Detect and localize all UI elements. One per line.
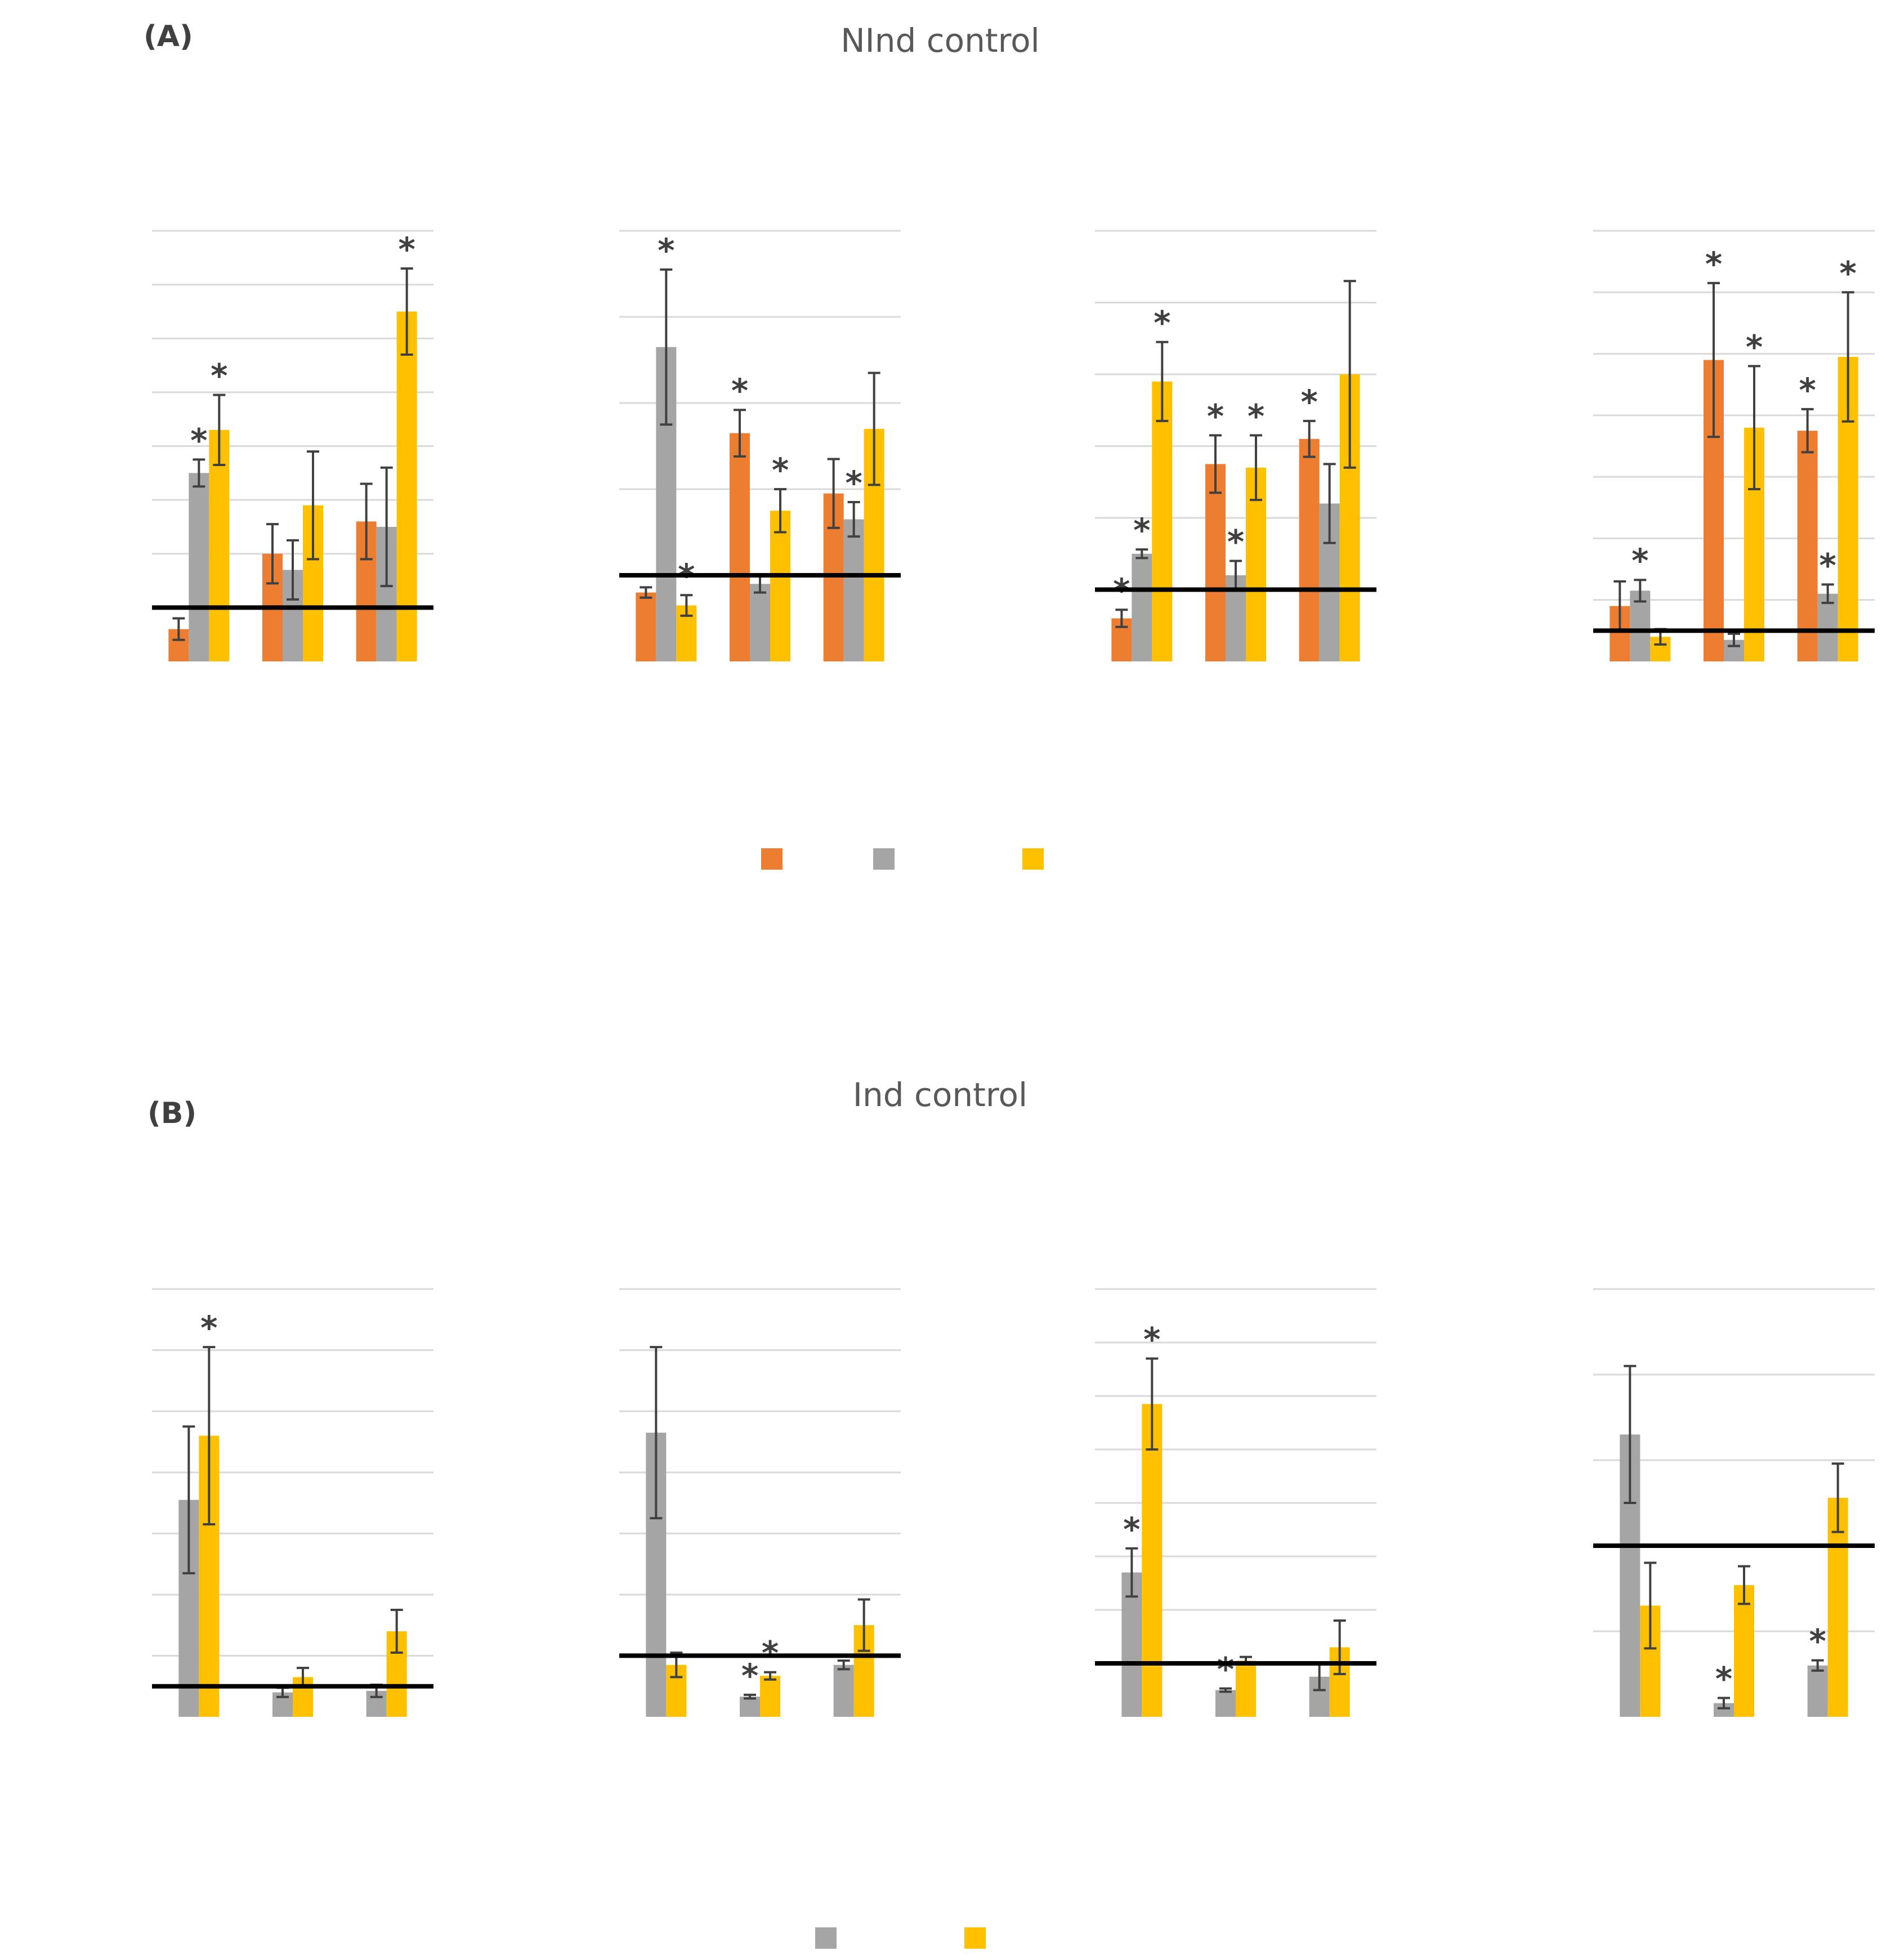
- bar-ind-plus-a-day-1: [1142, 1404, 1163, 1717]
- significance-star: *: [1207, 397, 1224, 435]
- panel-a-tag: (A): [144, 20, 193, 53]
- legend-swatch: [873, 848, 895, 870]
- bar-ind-plus-s-day-7: [843, 519, 864, 661]
- charts-layer: *****************************: [152, 230, 1875, 1717]
- significance-star: *: [190, 421, 207, 459]
- bar-ind-plus-s-day-4: [1215, 1690, 1236, 1717]
- legend-panel-b: [815, 1927, 986, 1949]
- bar-ind-plus-a-day-4: [770, 511, 790, 661]
- bar-ind-day-7: [1797, 431, 1818, 661]
- significance-star: *: [1154, 304, 1170, 342]
- legend-swatch: [1022, 848, 1044, 870]
- significance-star: *: [1809, 1622, 1826, 1661]
- bar-ind-plus-s-day-7: [1817, 593, 1838, 661]
- chart-a-4: * * * * * *: [1593, 230, 1875, 661]
- significance-star: *: [1143, 1321, 1160, 1359]
- legend-swatch: [964, 1927, 986, 1949]
- chart-a-1: ***: [152, 230, 433, 661]
- significance-star: *: [762, 1634, 779, 1672]
- bar-ind-plus-s-day-4: [740, 1697, 760, 1717]
- chart-b-3: * * *: [1095, 1288, 1376, 1717]
- significance-star: *: [1631, 542, 1648, 580]
- chart-b-2: **: [619, 1288, 901, 1717]
- chart-b-4: **: [1593, 1288, 1875, 1717]
- bar-ind-day-4: [730, 433, 750, 661]
- significance-star: *: [731, 372, 748, 410]
- significance-star: *: [1715, 1660, 1732, 1698]
- bar-ind-plus-a-day-4: [1236, 1661, 1256, 1717]
- significance-star: *: [1133, 511, 1150, 549]
- legend-swatch: [815, 1927, 837, 1949]
- bar-ind-plus-s-day-7: [1807, 1665, 1828, 1717]
- significance-star: *: [1227, 523, 1244, 561]
- bar-ind-plus-s-day-1: [189, 473, 209, 661]
- significance-star: *: [658, 231, 674, 270]
- bar-ind-plus-a-day-7: [1827, 1497, 1848, 1717]
- bar-ind-plus-s-day-1: [1132, 553, 1152, 661]
- significance-star: *: [1799, 371, 1816, 409]
- legend-panel-a: [761, 848, 1044, 870]
- legend-swatch: [761, 848, 783, 870]
- significance-star: *: [1819, 546, 1836, 584]
- significance-star: *: [1123, 1510, 1140, 1549]
- significance-star: *: [1705, 245, 1722, 283]
- significance-star: *: [398, 230, 415, 269]
- significance-star: *: [772, 451, 789, 489]
- significance-star: *: [1746, 328, 1763, 366]
- bar-ind-plus-s-day-4: [750, 584, 770, 661]
- bar-ind-day-7: [1299, 438, 1320, 661]
- bar-ind-plus-a-day-4: [760, 1676, 780, 1717]
- significance-star: *: [845, 464, 862, 502]
- panel-b-tag: (B): [147, 1097, 196, 1130]
- bar-ind-day-4: [1205, 464, 1226, 661]
- significance-star: *: [211, 357, 227, 395]
- panel-a-title: NInd control: [841, 21, 1040, 60]
- bar-ind-plus-a-day-4: [1734, 1585, 1754, 1717]
- bar-ind-day-1: [636, 592, 656, 661]
- bar-ind-plus-s-day-7: [833, 1664, 854, 1717]
- significance-star: *: [1217, 1650, 1234, 1689]
- chart-a-3: *******: [1095, 230, 1376, 661]
- significance-star: *: [200, 1309, 217, 1347]
- chart-b-1: *: [152, 1288, 433, 1717]
- chart-a-2: *****: [619, 230, 901, 661]
- significance-star: *: [1300, 383, 1317, 421]
- bar-ind-plus-a-day-1: [1152, 381, 1173, 661]
- significance-star: *: [741, 1657, 758, 1695]
- bar-ind-plus-a-day-1: [209, 429, 230, 661]
- significance-star: *: [1839, 254, 1856, 292]
- panel-b-title: Ind control: [853, 1076, 1027, 1114]
- significance-star: *: [1248, 397, 1264, 435]
- bar-ind-plus-a-day-7: [396, 311, 417, 661]
